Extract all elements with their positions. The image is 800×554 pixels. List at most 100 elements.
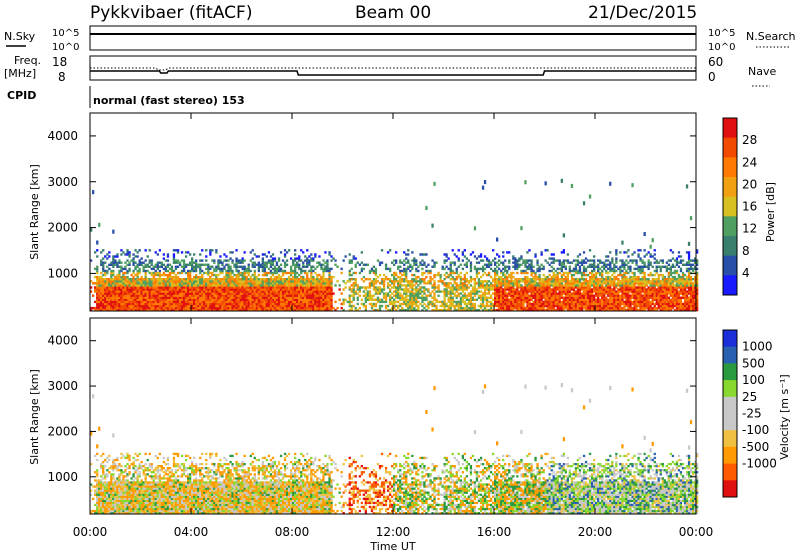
power-cell	[118, 280, 121, 283]
power-cell	[140, 294, 143, 297]
power-cell	[160, 282, 163, 285]
power-cell	[182, 286, 186, 289]
power-cell	[574, 263, 578, 266]
power-cell	[138, 292, 141, 295]
power-cell	[187, 288, 190, 291]
power-cell	[285, 292, 289, 295]
power-cell	[544, 290, 547, 293]
power-cell	[580, 300, 584, 304]
power-cell	[607, 280, 610, 283]
power-cell	[168, 267, 172, 271]
power-cell	[609, 306, 612, 310]
power-cell	[257, 308, 260, 312]
power-cell	[451, 292, 454, 295]
power-cell	[469, 290, 473, 293]
power-cell	[296, 271, 299, 275]
power-cell	[302, 282, 305, 285]
power-cell	[340, 306, 343, 310]
power-cell	[552, 284, 555, 287]
power-cell	[415, 292, 418, 295]
power-cell	[279, 308, 283, 312]
power-cell	[209, 302, 212, 306]
power-cell	[409, 265, 412, 268]
power-cell	[526, 265, 529, 268]
power-cell	[148, 278, 151, 281]
power-cell	[168, 280, 172, 283]
power-cell	[114, 300, 117, 304]
power-cell	[195, 296, 198, 299]
power-cell	[223, 288, 226, 291]
power-cell	[263, 292, 266, 295]
power-cell	[197, 304, 200, 308]
power-cell	[225, 269, 228, 273]
power-cell	[328, 296, 331, 299]
power-cell	[492, 308, 495, 312]
power-cell	[508, 288, 511, 291]
power-cell	[536, 261, 539, 264]
power-cell	[142, 296, 145, 299]
power-cell	[374, 290, 378, 293]
power-cell	[235, 269, 238, 273]
power-cell	[300, 249, 303, 252]
power-cell	[316, 298, 319, 301]
power-cell	[164, 306, 167, 310]
power-cell	[219, 304, 222, 308]
power-cell	[294, 253, 297, 256]
power-cell	[326, 284, 329, 287]
power-cell	[607, 292, 610, 295]
power-cell	[225, 259, 228, 262]
power-cell	[253, 253, 256, 256]
power-cell	[273, 300, 277, 304]
power-cell	[267, 306, 271, 310]
power-cell	[564, 267, 567, 271]
power-cell	[193, 253, 196, 256]
power-cell	[312, 265, 315, 268]
power-cell	[205, 298, 208, 301]
power-cell	[504, 288, 507, 291]
power-cell	[459, 302, 462, 306]
power-cell	[560, 278, 563, 281]
power-cell	[554, 290, 557, 293]
power-cell	[128, 290, 131, 293]
power-cell	[288, 302, 291, 306]
power-cell	[233, 298, 236, 301]
power-cell	[524, 306, 527, 310]
power-cell	[443, 308, 446, 312]
power-cell	[110, 273, 113, 277]
power-cell	[597, 263, 600, 266]
power-cell	[566, 302, 569, 306]
power-cell	[334, 263, 337, 266]
power-cell	[566, 290, 569, 293]
power-cell	[510, 290, 513, 293]
power-cell	[164, 290, 167, 293]
power-cell	[277, 298, 281, 301]
power-cell	[102, 263, 105, 266]
power-cell	[328, 300, 331, 304]
power-cell	[506, 286, 509, 289]
power-cell	[132, 253, 135, 256]
power-cell	[134, 296, 137, 299]
power-cell	[233, 288, 236, 291]
power-cell	[322, 263, 325, 266]
power-cell	[136, 278, 139, 281]
power-cell	[580, 278, 584, 281]
power-cell	[104, 306, 107, 310]
power-cell	[106, 298, 109, 301]
power-cell	[562, 292, 565, 295]
power-cell	[597, 306, 600, 310]
power-cell	[421, 271, 424, 275]
power-cell	[241, 265, 244, 268]
power-cell	[605, 308, 608, 312]
power-cell	[328, 269, 331, 273]
power-cell	[328, 271, 331, 275]
power-cell	[391, 296, 394, 299]
power-cell	[235, 273, 238, 277]
power-cell	[514, 306, 517, 310]
power-cell	[219, 284, 222, 287]
power-cell	[221, 292, 224, 295]
power-cell	[164, 308, 167, 312]
power-cell	[267, 288, 271, 291]
power-cell	[595, 308, 598, 312]
power-cell	[570, 261, 574, 264]
power-cell	[207, 306, 210, 310]
